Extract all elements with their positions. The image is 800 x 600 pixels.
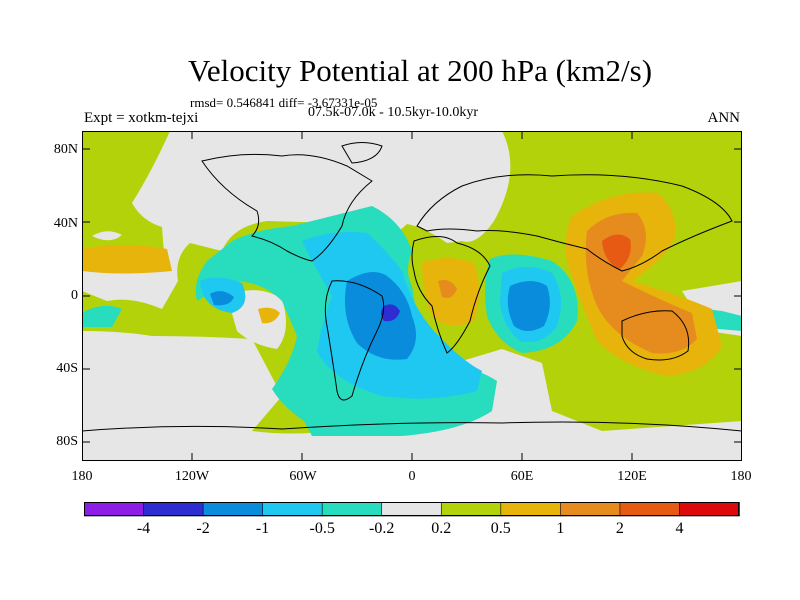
region-positive-gold (82, 245, 172, 274)
lon-label-180w: 180 (71, 469, 93, 484)
region-negative-teal (82, 305, 122, 327)
coastlines (82, 142, 742, 432)
lat-label-80s: 80S (56, 434, 78, 449)
colorbar-cell (321, 502, 383, 517)
colorbar-cell (560, 502, 621, 517)
colorbar-label: -1 (255, 520, 270, 537)
colorbar-label: 0.2 (431, 520, 452, 537)
lon-label-60w: 60W (289, 469, 317, 484)
colorbar-label: 2 (615, 520, 624, 537)
map-plot (82, 131, 742, 461)
colorbar-cell (202, 502, 264, 517)
colorbar-cell (500, 502, 562, 517)
region-negative-blue (507, 281, 550, 331)
region-positive-orange (438, 280, 457, 298)
lon-label-120w: 120W (174, 469, 210, 484)
region-positive-gold (258, 307, 280, 324)
lon-label-0: 0 (408, 469, 416, 484)
colorbar-cell (619, 502, 681, 517)
africa-outline (411, 236, 491, 354)
region-near-zero (82, 131, 511, 309)
region-negative-blue (210, 291, 234, 306)
colorbar-label: 1 (556, 520, 565, 537)
region-negative-blue (344, 272, 416, 360)
colorbar-cell (84, 502, 145, 517)
season-label: ANN (707, 110, 741, 126)
greenland-outline (341, 142, 383, 164)
colorbar-label: -4 (136, 520, 151, 537)
colorbar-label: -0.5 (309, 520, 335, 537)
lat-label-80n: 80N (53, 142, 78, 157)
lat-label-40n: 40N (53, 216, 78, 231)
north-america-outline (201, 153, 373, 262)
region-negative-darkblue (381, 304, 400, 322)
colorbar-cell (143, 502, 204, 517)
colorbar-frame (84, 502, 739, 516)
region-positive-darkorange (602, 234, 631, 269)
eurasia-outline (416, 174, 733, 272)
colorbar-label: 0.5 (490, 520, 511, 537)
colorbar-label: 4 (675, 520, 684, 537)
period-label: 07.5k-07.0k - 10.5kyr-10.0kyr (308, 105, 479, 120)
australia-outline (621, 310, 690, 361)
stats-text: rmsd= 0.546841 diff= -3.67331e-05 (190, 95, 378, 110)
colorbar-cell (440, 502, 502, 517)
figure-title: Velocity Potential at 200 hPa (km2/s) (187, 53, 653, 88)
colorbar (84, 502, 740, 517)
colorbar-label: -2 (196, 520, 210, 537)
colorbar-cell (381, 502, 443, 517)
south-america-outline (324, 280, 385, 401)
antarctica-outline (82, 421, 742, 432)
colorbar-label: -0.2 (369, 520, 395, 537)
axis-ticks (82, 131, 742, 461)
lon-label-120e: 120E (617, 469, 647, 484)
colorbar-cell (262, 502, 323, 517)
lon-label-60e: 60E (510, 469, 534, 484)
lon-label-180e: 180 (730, 469, 752, 484)
lat-label-0: 0 (71, 288, 78, 303)
lat-label-40s: 40S (56, 361, 78, 376)
colorbar-cell (679, 502, 740, 517)
region-pacific-gray (92, 231, 122, 241)
experiment-label: Expt = xotkm-tejxi (84, 110, 199, 126)
